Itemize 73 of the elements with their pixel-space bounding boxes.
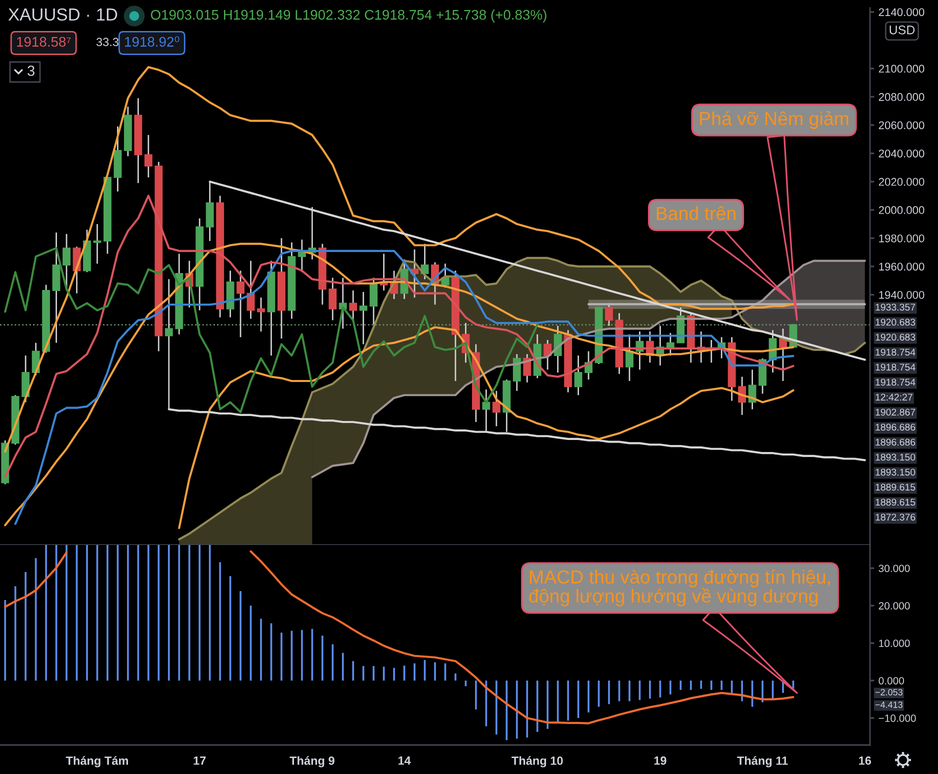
candlestick	[349, 290, 358, 321]
text: 1889.615	[876, 498, 916, 506]
text: 1872.376	[876, 514, 916, 521]
text: 1918.754	[876, 378, 916, 386]
text: −2.053	[875, 689, 902, 696]
text: 1920.683	[876, 334, 916, 341]
text: 1918.754	[876, 348, 916, 356]
y-tick-label: −10.000	[878, 714, 916, 722]
y-tick-label: 2000.000	[878, 206, 924, 214]
candlestick	[298, 238, 306, 273]
line-series	[4, 194, 794, 478]
annotation: MACD thu vào trong đường tín hiệu, động lượng hướng về vùng dương	[529, 570, 830, 606]
y-tick-label: 2040.000	[878, 150, 924, 158]
chart-subtitle: O1903.015 H1919.149 L1902.332 C1918.754 +15.738 (+0.83%)	[150, 10, 546, 22]
candlestick	[236, 270, 244, 338]
x-tick-label: 16	[859, 756, 872, 765]
text: 1893.150	[876, 468, 916, 476]
text: 12:42:27	[876, 394, 912, 401]
text: −4.413	[875, 702, 902, 708]
candlestick	[523, 353, 532, 384]
y-axis-title: USD	[890, 26, 915, 34]
x-tick-label: Tháng 10	[512, 756, 563, 768]
y-tick-label: 2100.000	[878, 64, 924, 73]
annotation: 3	[28, 66, 34, 76]
text: 1896.686	[876, 424, 916, 431]
line-series	[4, 247, 538, 414]
y-tick-label: 2080.000	[878, 93, 924, 101]
y-tick-label: 0.000	[878, 677, 904, 684]
candlestick	[93, 223, 102, 264]
candlestick	[748, 368, 756, 410]
candlestick	[338, 277, 347, 330]
y-tick-label: 10.000	[879, 640, 910, 648]
text: 1902.867	[876, 408, 916, 416]
y-tick-label: 20.000	[878, 602, 910, 610]
candlestick	[574, 354, 582, 396]
annotation: 1918.58⁷	[17, 36, 71, 47]
candlestick	[257, 296, 265, 332]
y-tick-label: 30.000	[878, 564, 910, 572]
candlestick	[380, 253, 388, 292]
text: 1893.150	[876, 454, 916, 461]
annotation: 33.3	[96, 38, 118, 46]
y-tick-label: 2140.000	[878, 8, 924, 16]
y-tick-label: 2060.000	[878, 121, 924, 130]
candlestick	[370, 277, 378, 326]
candlestick	[666, 332, 674, 356]
candlestick	[328, 277, 337, 321]
candlestick	[544, 339, 552, 370]
text: 1933.357	[876, 304, 916, 311]
candlestick	[144, 134, 152, 178]
x-tick-label: Tháng 9	[290, 756, 334, 768]
line-series	[178, 326, 794, 530]
line-series	[311, 260, 866, 478]
y-tick-label: 1980.000	[879, 234, 924, 242]
candlestick	[512, 353, 521, 392]
chart-title: XAUUSD · 1D	[8, 8, 118, 21]
candlestick	[359, 291, 368, 345]
annotation: Band trên	[656, 206, 736, 220]
candlestick	[605, 302, 613, 327]
text: 1920.683	[876, 318, 916, 326]
x-tick-label: Tháng Tám	[66, 756, 128, 768]
text: 1889.615	[876, 484, 916, 491]
annotation: Phá vỡ Nêm giảm	[700, 111, 848, 129]
y-tick-label: 1960.000	[879, 262, 924, 271]
annotation: 1918.92⁰	[125, 36, 180, 47]
candlestick	[492, 390, 500, 427]
x-tick-label: 19	[654, 756, 666, 765]
x-tick-label: 14	[398, 756, 411, 765]
x-tick-label: 17	[194, 756, 206, 765]
y-tick-label: 2020.000	[878, 178, 924, 186]
text: 1896.686	[876, 438, 916, 446]
y-tick-label: 1940.000	[879, 291, 924, 299]
text: 1918.754	[876, 364, 916, 371]
x-tick-label: Tháng 11	[737, 756, 788, 768]
